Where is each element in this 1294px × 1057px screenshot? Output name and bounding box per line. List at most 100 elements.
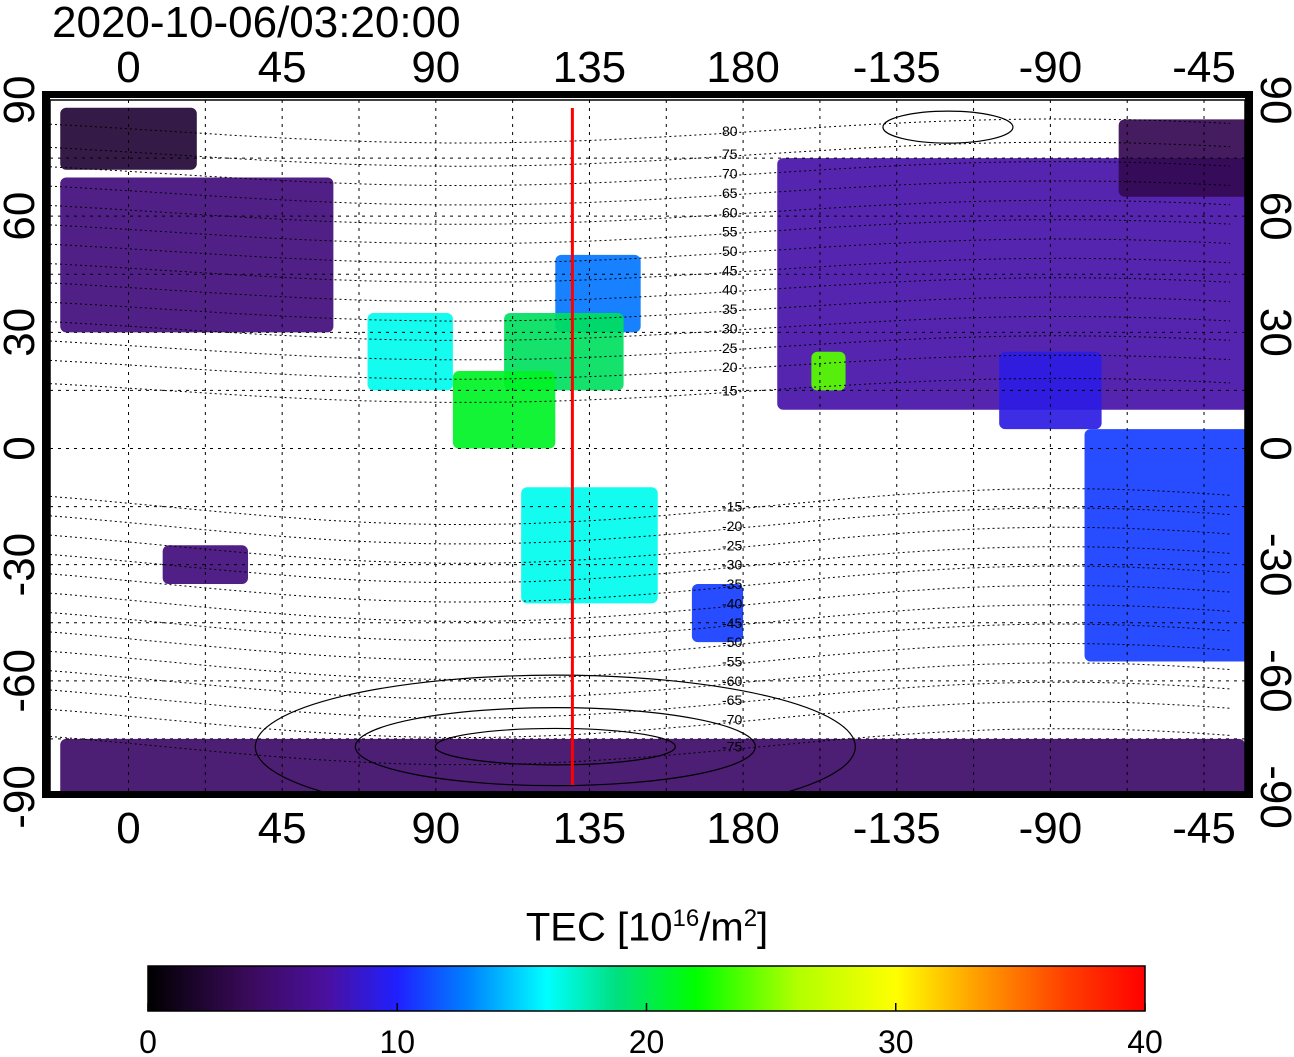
x-tick-label-bottom: 135 <box>553 804 626 853</box>
x-tick-label-top: 0 <box>116 43 140 92</box>
contour-line <box>50 488 1231 526</box>
colorbar-tick-label: 10 <box>379 1024 415 1057</box>
x-tick-label-bottom: 90 <box>411 804 460 853</box>
contour-line <box>50 526 1231 564</box>
tec-region-australia <box>521 487 658 604</box>
contour-label: -30 <box>722 557 742 573</box>
tec-region-south-america <box>1084 429 1245 662</box>
contour-label: 60 <box>722 204 738 220</box>
contour-label: -55 <box>722 653 742 669</box>
x-tick-label-top: 180 <box>706 43 779 92</box>
y-ticks-left: 90 60 30 0 -30 -60 -90 <box>0 76 44 829</box>
contour-line <box>50 199 1231 225</box>
contour-line <box>50 118 1231 144</box>
contour-line <box>50 701 1231 738</box>
x-tick-label-bottom: -135 <box>853 804 941 853</box>
contour-label: 55 <box>722 224 738 240</box>
contour-line <box>50 219 1231 245</box>
left-frame-band <box>42 91 50 798</box>
contour-line <box>50 623 1231 661</box>
contour-line <box>50 316 1231 342</box>
contour-label: 25 <box>722 340 738 356</box>
contour-label: -60 <box>722 673 742 689</box>
colorbar-tick-label: 30 <box>878 1024 914 1057</box>
tec-region-north-america <box>777 158 1245 410</box>
timestamp-title: 2020-10-06/03:20:00 <box>52 0 461 47</box>
contour-label: 45 <box>722 262 738 278</box>
contour-label: -75 <box>722 739 742 755</box>
y-tick-label-left: 0 <box>0 436 44 460</box>
contour-label: -50 <box>722 634 742 650</box>
tec-regions <box>60 107 1245 797</box>
contour-label: 20 <box>722 359 738 375</box>
contour-line <box>50 335 1231 361</box>
contour-line <box>50 604 1231 642</box>
y-tick-label-right: -60 <box>1251 649 1294 713</box>
y-ticks-right: 90 60 30 0 -30 -60 -90 <box>1251 76 1294 829</box>
y-tick-label-right: 60 <box>1251 192 1294 241</box>
y-tick-label-left: -90 <box>0 765 44 829</box>
contour-label: -40 <box>722 595 742 611</box>
contour-label: 80 <box>722 123 738 139</box>
tec-region-indochina <box>452 371 556 449</box>
contour-line <box>50 643 1231 681</box>
contour-ellipse-north <box>882 110 1014 144</box>
x-tick-label-bottom: 180 <box>706 804 779 853</box>
colorbar-label-exp2: 2 <box>743 905 758 932</box>
y-tick-label-right: 90 <box>1251 76 1294 125</box>
colorbar-label-mid: /m <box>699 905 744 950</box>
contour-line <box>50 180 1231 206</box>
contour-line <box>50 296 1231 322</box>
contour-label: 65 <box>722 185 738 201</box>
contour-line <box>50 584 1231 622</box>
x-tick-label-top: 135 <box>553 43 626 92</box>
contour-ellipse <box>434 727 676 766</box>
tec-region-greenland <box>1118 119 1245 197</box>
colorbar-label-main: TEC [10 <box>525 905 673 950</box>
colorbar-label-exp1: 16 <box>672 905 700 932</box>
contour-line <box>50 161 1231 187</box>
y-tick-label-left: -30 <box>0 533 44 597</box>
x-tick-label-bottom: -45 <box>1172 804 1236 853</box>
contour-line <box>50 728 1231 766</box>
x-tick-label-bottom: -90 <box>1019 804 1083 853</box>
contour-ellipse <box>354 707 756 787</box>
colorbar-tick-label: 20 <box>629 1024 665 1057</box>
contour-label: -25 <box>722 537 742 553</box>
contour-label: 70 <box>722 166 738 182</box>
contour-line <box>50 257 1231 283</box>
contour-line <box>50 546 1231 584</box>
x-ticks-bottom: 0 45 90 135 180 -135 -90 -45 <box>116 804 1236 853</box>
y-tick-label-right: 30 <box>1251 308 1294 357</box>
contour-label: 75 <box>722 146 738 162</box>
x-tick-label-top: -45 <box>1172 43 1236 92</box>
contour-labels: 80 75 70 65 60 55 50 45 40 35 30 25 20 15 -15 -20 -25 -30… <box>722 123 742 755</box>
contour-line <box>50 141 1231 167</box>
x-tick-label-top: 90 <box>411 43 460 92</box>
colorbar-tick-label: 40 <box>1127 1024 1163 1057</box>
contour-label: 35 <box>722 301 738 317</box>
colorbar-tick-label: 0 <box>139 1024 157 1057</box>
y-tick-label-right: -90 <box>1251 765 1294 829</box>
contour-line <box>50 565 1231 603</box>
right-frame-band <box>1245 91 1253 798</box>
x-tick-label-top: -135 <box>853 43 941 92</box>
contour-line <box>50 662 1231 700</box>
tec-region-siberia-north <box>60 107 197 170</box>
colorbar-label-end: ] <box>757 905 769 950</box>
top-frame-band <box>50 91 1245 98</box>
x-tick-label-top: 45 <box>258 43 307 92</box>
contour-label: 30 <box>722 320 738 336</box>
tec-region-antarctica <box>60 738 1245 797</box>
contour-label: 40 <box>722 282 738 298</box>
contour-label: -20 <box>722 518 742 534</box>
x-tick-label-bottom: 0 <box>116 804 140 853</box>
contour-label: 15 <box>722 382 738 398</box>
contour-label: -45 <box>722 615 742 631</box>
x-tick-label-bottom: 45 <box>258 804 307 853</box>
y-tick-label-right: 0 <box>1251 436 1294 460</box>
contour-lines <box>50 110 1231 797</box>
contour-label: -70 <box>722 712 742 728</box>
contour-line <box>50 354 1231 380</box>
